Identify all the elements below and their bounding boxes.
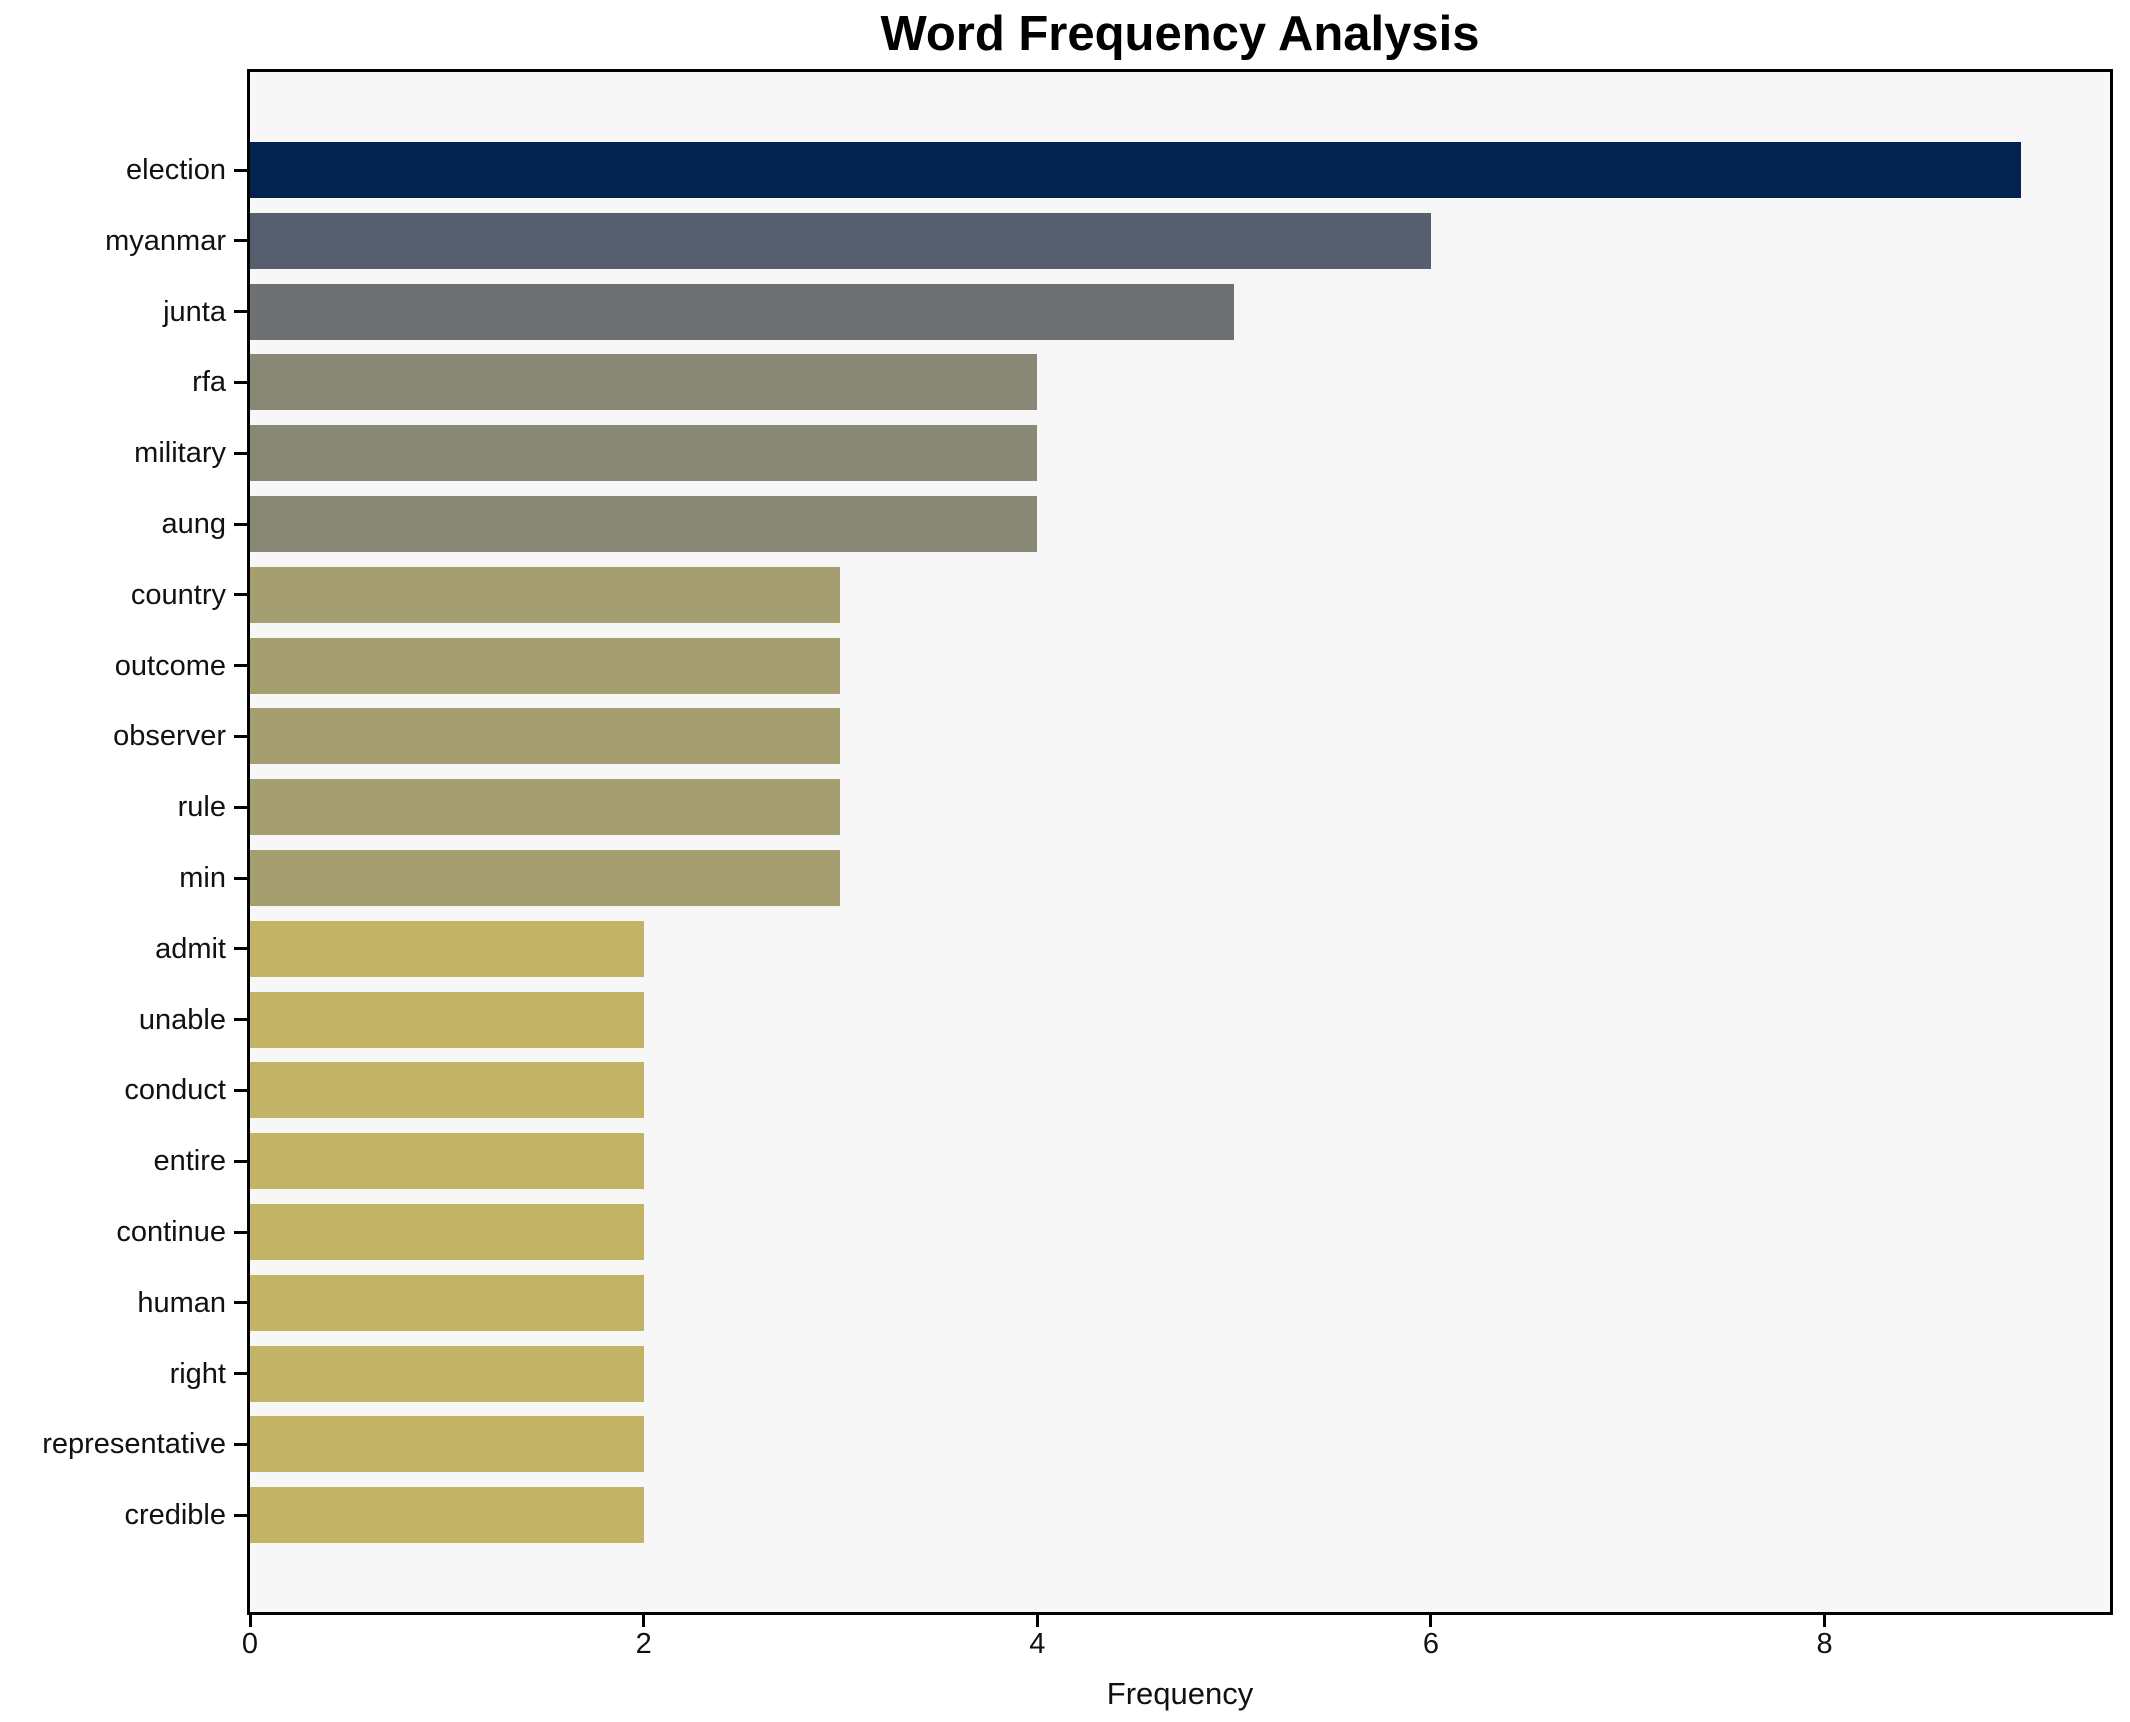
y-tick-mark [234, 168, 247, 172]
y-tick-mark [234, 593, 247, 597]
y-tick-label-unable: unable [138, 1003, 226, 1036]
y-tick-mark [234, 1088, 247, 1092]
y-tick-label-entire: entire [153, 1145, 226, 1178]
y-tick-label-right: right [169, 1357, 226, 1390]
y-tick-mark [234, 1301, 247, 1305]
bar-observer [250, 708, 841, 765]
y-tick-label-credible: credible [124, 1499, 226, 1532]
y-tick-mark [234, 1159, 247, 1163]
x-tick-mark [1823, 1615, 1827, 1627]
y-tick-mark [234, 1513, 247, 1517]
bar-aung [250, 496, 1038, 552]
bar-outcome [250, 637, 841, 694]
y-tick-label-rfa: rfa [192, 366, 226, 399]
y-tick-mark [234, 876, 247, 880]
bar-min [250, 850, 841, 906]
x-tick-label-4: 4 [1029, 1628, 1046, 1660]
x-tick-label-8: 8 [1816, 1628, 1833, 1660]
y-tick-label-admit: admit [155, 932, 226, 965]
y-tick-label-country: country [130, 578, 226, 611]
x-tick-label-2: 2 [635, 1628, 652, 1660]
y-tick-mark [234, 310, 247, 314]
bar-admit [250, 920, 644, 977]
bar-human [250, 1274, 644, 1331]
bar-rule [250, 779, 841, 836]
y-tick-mark [234, 1442, 247, 1446]
bar-military [250, 425, 1038, 482]
bar-conduct [250, 1062, 644, 1119]
y-tick-label-observer: observer [113, 720, 226, 753]
y-tick-label-outcome: outcome [114, 649, 226, 682]
y-tick-label-human: human [137, 1286, 226, 1319]
bar-credible [250, 1487, 644, 1544]
y-tick-mark [234, 734, 247, 738]
y-tick-mark [234, 239, 247, 243]
x-tick-mark [248, 1615, 252, 1627]
y-tick-label-continue: continue [116, 1216, 226, 1248]
bar-junta [250, 283, 1235, 340]
y-tick-label-aung: aung [161, 508, 226, 540]
y-tick-mark [234, 947, 247, 951]
y-tick-mark [234, 451, 247, 455]
y-tick-label-representative: representative [42, 1428, 226, 1461]
y-tick-mark [234, 1230, 247, 1234]
y-tick-mark [234, 380, 247, 384]
x-tick-mark [1035, 1615, 1039, 1627]
y-tick-mark [234, 522, 247, 526]
y-tick-mark [234, 1372, 247, 1376]
bar-unable [250, 991, 644, 1048]
y-tick-label-junta: junta [163, 295, 226, 328]
bar-myanmar [250, 212, 1431, 269]
y-tick-mark [234, 1018, 247, 1022]
y-tick-mark [234, 805, 247, 809]
x-tick-mark [642, 1615, 646, 1627]
y-tick-label-min: min [179, 862, 226, 894]
y-tick-label-military: military [134, 437, 226, 470]
y-tick-label-myanmar: myanmar [105, 224, 226, 257]
x-tick-mark [1429, 1615, 1433, 1627]
x-tick-label-0: 0 [241, 1628, 259, 1660]
y-tick-label-conduct: conduct [124, 1074, 226, 1107]
y-tick-mark [234, 664, 247, 668]
x-tick-label-6: 6 [1422, 1628, 1439, 1660]
bar-right [250, 1345, 644, 1402]
bar-entire [250, 1133, 644, 1190]
bar-election [250, 142, 2022, 198]
y-tick-label-election: election [126, 154, 226, 186]
bar-representative [250, 1416, 644, 1473]
bar-country [250, 566, 841, 623]
bar-continue [250, 1204, 644, 1260]
chart-title: Word Frequency Analysis [880, 7, 1480, 61]
y-tick-label-rule: rule [177, 791, 226, 824]
bar-rfa [250, 354, 1038, 411]
x-axis-label: Frequency [1106, 1676, 1254, 1711]
